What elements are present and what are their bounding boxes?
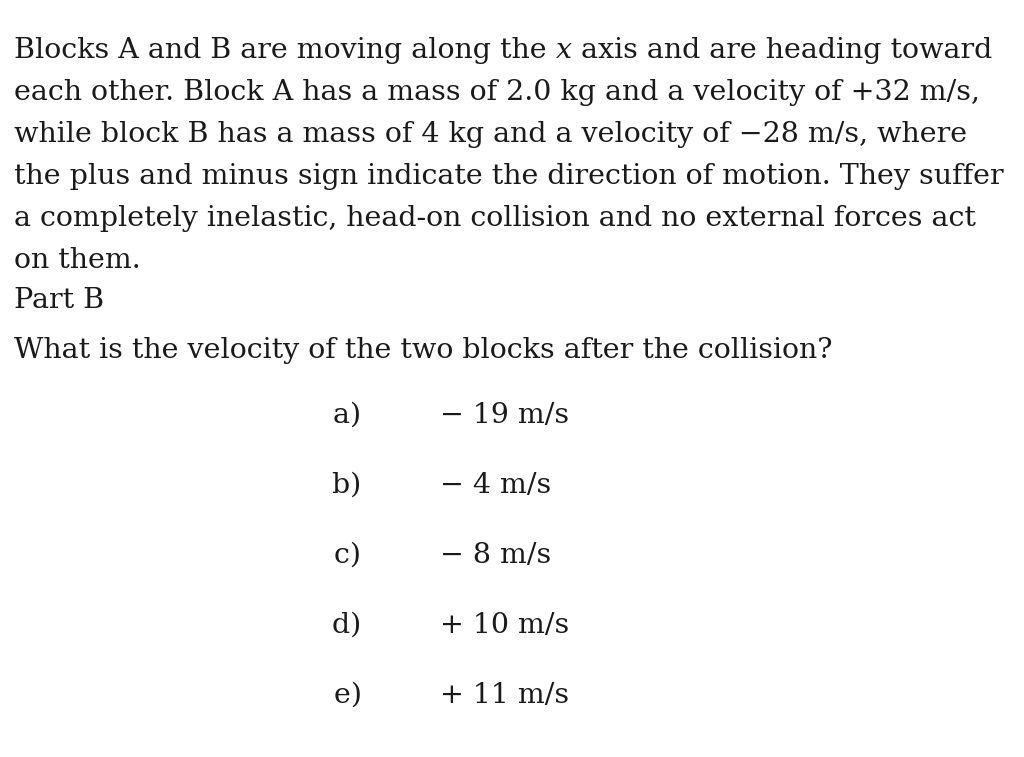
- Text: c): c): [335, 542, 390, 569]
- Text: What is the velocity of the two blocks after the collision?: What is the velocity of the two blocks a…: [14, 337, 833, 364]
- Text: Part B: Part B: [14, 287, 104, 314]
- Text: e): e): [334, 682, 390, 709]
- Text: Blocks A and B are moving along the: Blocks A and B are moving along the: [14, 37, 556, 64]
- Text: while block B has a mass of 4 kg and a velocity of −28 m/s, where: while block B has a mass of 4 kg and a v…: [14, 121, 967, 148]
- Text: d): d): [332, 612, 390, 639]
- Text: the plus and minus sign indicate the direction of motion. They suffer: the plus and minus sign indicate the dir…: [14, 163, 1004, 190]
- Text: a): a): [334, 402, 390, 429]
- Text: − 8 m/s: − 8 m/s: [440, 542, 551, 569]
- Text: b): b): [332, 472, 390, 499]
- Text: − 4 m/s: − 4 m/s: [440, 472, 551, 499]
- Text: x: x: [556, 37, 571, 64]
- Text: a completely inelastic, head-on collision and no external forces act: a completely inelastic, head-on collisio…: [14, 205, 976, 232]
- Text: each other. Block A has a mass of 2.0 kg and a velocity of +32 m/s,: each other. Block A has a mass of 2.0 kg…: [14, 79, 980, 106]
- Text: axis and are heading toward: axis and are heading toward: [571, 37, 992, 64]
- Text: + 11 m/s: + 11 m/s: [440, 682, 569, 709]
- Text: on them.: on them.: [14, 247, 140, 274]
- Text: + 10 m/s: + 10 m/s: [440, 612, 569, 639]
- Text: − 19 m/s: − 19 m/s: [440, 402, 569, 429]
